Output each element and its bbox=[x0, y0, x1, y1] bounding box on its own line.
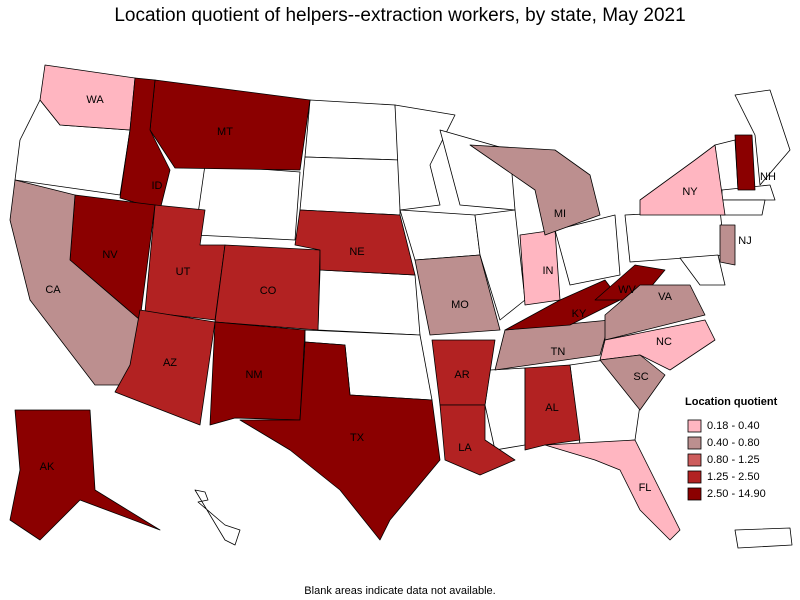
state-wy bbox=[194, 164, 301, 241]
state-shape bbox=[494, 319, 611, 371]
state-label: KY bbox=[572, 308, 587, 320]
state-label: NM bbox=[245, 369, 262, 381]
state-md bbox=[679, 254, 726, 286]
state-label: AR bbox=[454, 369, 469, 381]
state-shape bbox=[544, 439, 681, 541]
state-label: SC bbox=[633, 371, 648, 383]
state-label: IN bbox=[543, 265, 554, 277]
blank-states bbox=[14, 89, 793, 549]
state-label: MO bbox=[451, 299, 469, 311]
state-hi bbox=[194, 489, 241, 546]
state-label: NV bbox=[102, 249, 118, 261]
state-shape bbox=[639, 144, 726, 216]
state-pa bbox=[624, 209, 726, 263]
state-wi bbox=[439, 129, 516, 211]
legend-swatch bbox=[687, 419, 702, 433]
state-shape bbox=[239, 341, 441, 541]
legend-swatch bbox=[687, 453, 702, 467]
state-shape bbox=[294, 209, 416, 276]
state-shape bbox=[414, 254, 501, 336]
state-label: TX bbox=[350, 432, 365, 444]
state-labels: WA MT ID NV UT CO NE CA AZ NM TX MO AR LA AL TN KY WV VA NC… bbox=[40, 94, 776, 494]
legend-label: 0.18 - 0.40 bbox=[707, 420, 760, 432]
state-label: VA bbox=[658, 291, 673, 303]
state-shape bbox=[39, 64, 136, 131]
state-shape bbox=[599, 354, 666, 411]
state-pr bbox=[734, 527, 793, 549]
state-label: ID bbox=[152, 180, 163, 192]
state-label: MT bbox=[217, 126, 233, 138]
legend-swatch bbox=[687, 487, 702, 501]
state-oh bbox=[554, 214, 621, 286]
legend-label: 0.80 - 1.25 bbox=[707, 454, 760, 466]
state-shape bbox=[119, 77, 171, 211]
state-label: LA bbox=[458, 442, 472, 454]
state-label: NY bbox=[682, 186, 698, 198]
state-label: UT bbox=[176, 266, 191, 278]
legend-label: 1.25 - 2.50 bbox=[707, 471, 760, 483]
state-label: AZ bbox=[163, 357, 177, 369]
state-shape bbox=[719, 224, 736, 266]
state-label: NE bbox=[349, 246, 364, 258]
state-label: NH bbox=[760, 171, 776, 183]
legend-label: 2.50 - 14.90 bbox=[707, 488, 766, 500]
state-ia bbox=[399, 209, 481, 261]
state-label: MI bbox=[554, 208, 566, 220]
state-shape bbox=[604, 284, 706, 341]
state-ct bbox=[721, 199, 766, 216]
state-sd bbox=[299, 156, 401, 216]
state-label: NJ bbox=[738, 235, 751, 247]
state-shape bbox=[524, 364, 581, 451]
title: Location quotient of helpers--extraction… bbox=[114, 5, 685, 26]
state-shape bbox=[469, 144, 601, 236]
state-label: NC bbox=[656, 336, 672, 348]
state-shape bbox=[519, 229, 561, 306]
state-label: AK bbox=[40, 461, 55, 473]
state-label: TN bbox=[551, 346, 566, 358]
state-label: FL bbox=[639, 482, 652, 494]
state-ks bbox=[317, 269, 421, 336]
legend-swatch bbox=[687, 470, 702, 484]
state-label: CA bbox=[45, 284, 61, 296]
state-shape bbox=[9, 409, 161, 541]
state-shape bbox=[209, 321, 306, 426]
data-states bbox=[9, 64, 756, 541]
state-label: CO bbox=[260, 285, 277, 297]
state-me bbox=[734, 89, 791, 186]
legend-label: 0.40 - 0.80 bbox=[707, 437, 760, 449]
state-ms bbox=[484, 367, 526, 451]
state-label: WV bbox=[618, 284, 636, 296]
legend-title: Location quotient bbox=[685, 396, 778, 408]
legend: Location quotient 0.18 - 0.40 0.40 - 0.80… bbox=[685, 396, 778, 501]
state-nd bbox=[304, 99, 401, 161]
state-label: WA bbox=[86, 94, 104, 106]
state-il bbox=[474, 209, 526, 321]
state-shape bbox=[439, 404, 516, 476]
state-shape bbox=[734, 134, 756, 191]
state-mn bbox=[394, 104, 456, 211]
state-label: AL bbox=[545, 402, 558, 414]
state-shape bbox=[114, 309, 216, 426]
state-shape bbox=[214, 244, 321, 331]
legend-swatch bbox=[687, 436, 702, 450]
footnote: Blank areas indicate data not available. bbox=[304, 585, 495, 597]
